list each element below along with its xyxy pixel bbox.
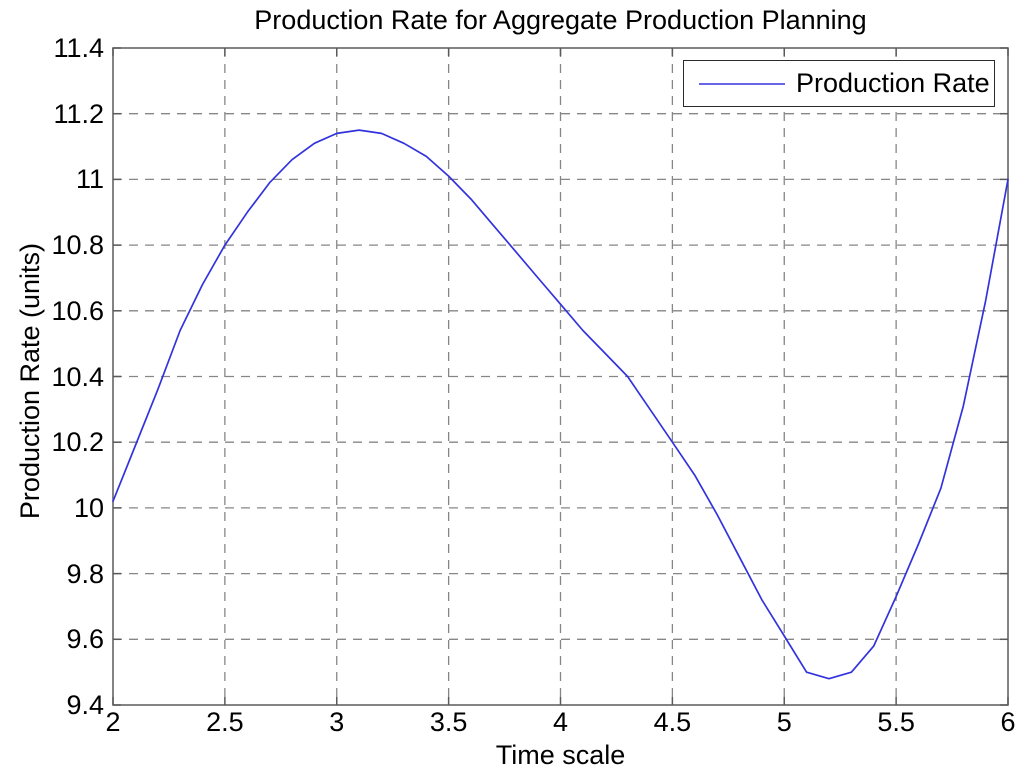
chart-title: Production Rate for Aggregate Production… [254, 5, 867, 35]
y-tick-label: 11 [75, 164, 104, 195]
x-tick-label: 5.5 [877, 707, 915, 737]
x-tick-label: 5 [776, 707, 792, 737]
x-tick-label: 4 [552, 707, 569, 737]
legend-label: Production Rate [796, 68, 990, 98]
x-tick-label: 6 [1000, 707, 1016, 737]
y-tick-label: 11.2 [53, 98, 104, 129]
y-tick-label: 10.8 [51, 230, 104, 261]
y-tick-label: 10.4 [51, 361, 104, 392]
y-tick-label: 9.8 [66, 558, 104, 589]
production-rate-line [112, 129, 1009, 680]
y-tick-label: 10 [73, 492, 104, 523]
y-tick-label: 10.2 [51, 427, 104, 458]
x-tick-label: 4.5 [653, 707, 692, 737]
x-tick-label: 3.5 [429, 707, 468, 737]
legend-line-sample [699, 82, 785, 85]
legend: Production Rate [683, 60, 995, 107]
y-tick-label: 9.4 [66, 690, 104, 720]
x-tick-label: 2 [105, 707, 121, 737]
y-tick-label: 9.6 [66, 624, 104, 655]
y-tick-label: 11.4 [53, 33, 104, 63]
x-axis-label: Time scale [495, 740, 626, 770]
x-tick-label: 2.5 [206, 707, 244, 737]
x-tick-label: 3 [329, 707, 345, 737]
y-tick-label: 10.6 [51, 295, 104, 326]
